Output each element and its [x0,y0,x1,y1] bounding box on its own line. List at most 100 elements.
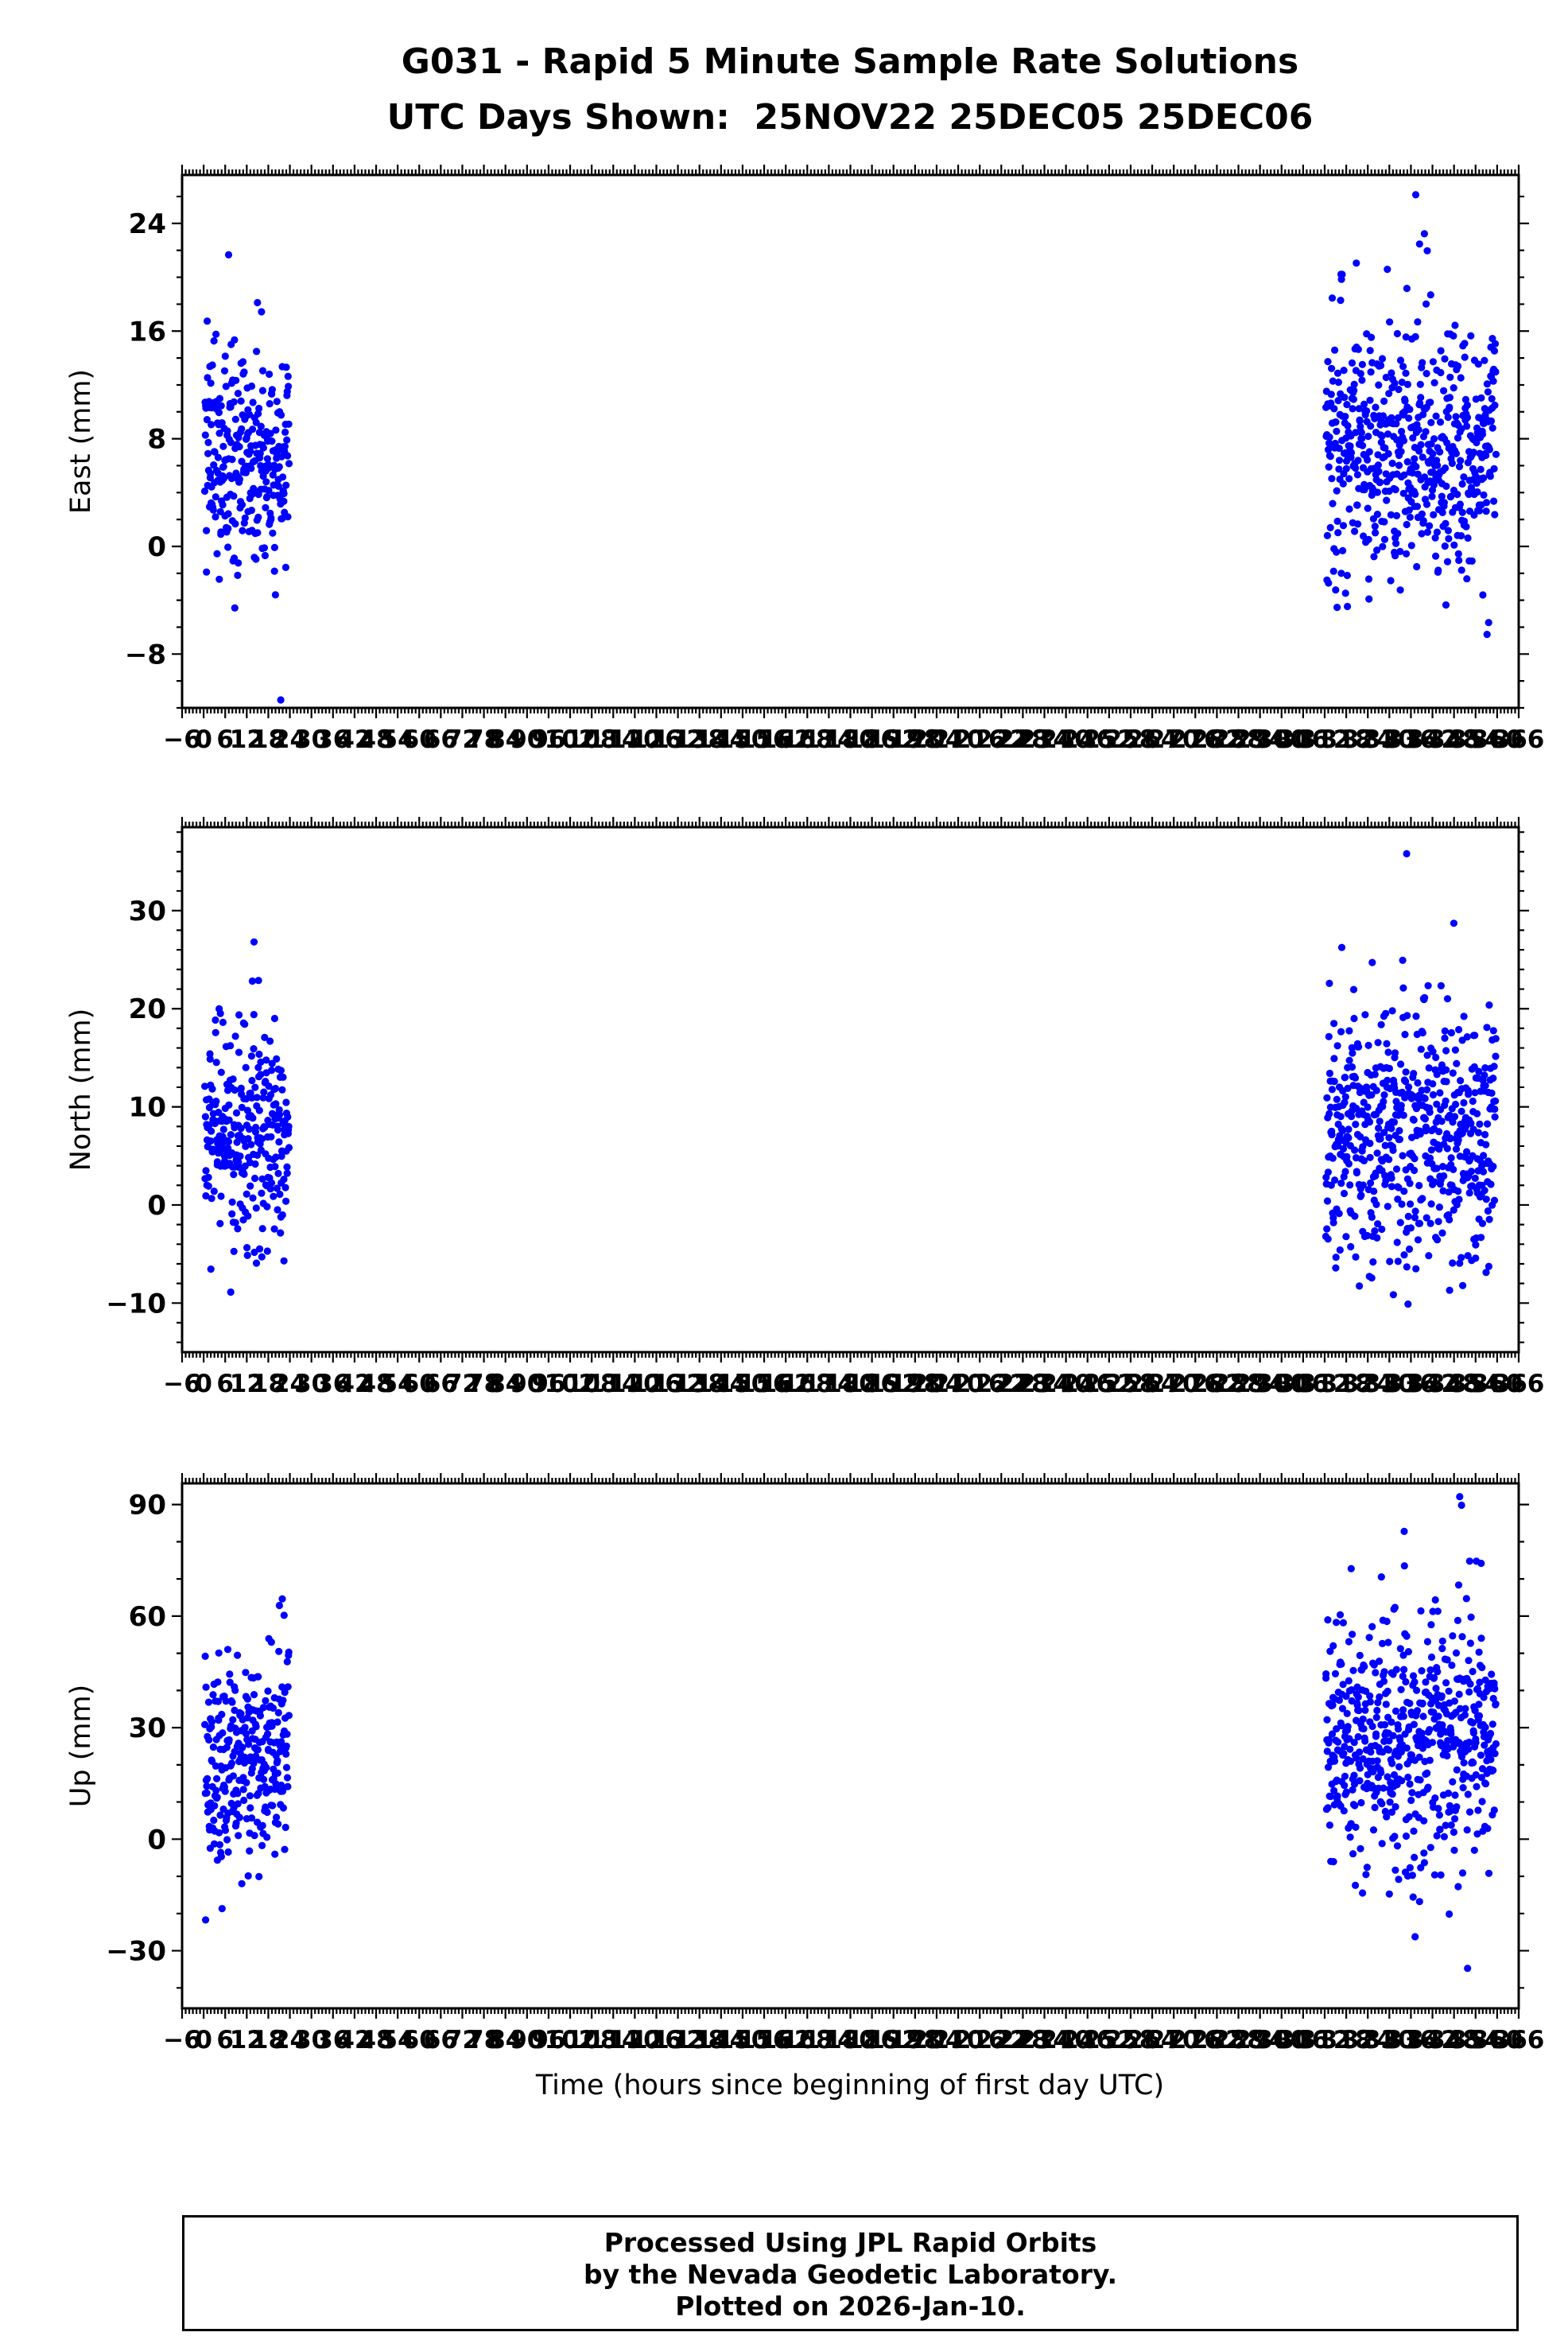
data-point [254,529,262,537]
data-point [279,1073,287,1081]
data-point [1363,1864,1371,1872]
data-point [1435,1203,1443,1211]
data-point [1432,412,1440,420]
data-point [1472,1771,1480,1779]
data-point [231,604,239,612]
data-point [1423,1051,1431,1059]
data-point [247,1814,256,1822]
data-point [1359,1755,1367,1763]
data-point [1335,457,1344,465]
data-point [217,1068,225,1076]
data-point [214,1697,222,1705]
x-tick-label: 54 [381,1370,415,1398]
data-point [1490,1679,1498,1687]
data-point [1417,441,1425,449]
data-point [1338,270,1346,278]
x-tick-label: 264 [1127,2026,1178,2054]
data-point [260,544,269,552]
data-point [1457,1107,1465,1115]
data-point [269,471,277,479]
x-tick-label: 354 [1450,1370,1501,1398]
data-point [271,1163,279,1171]
plot-frame [180,173,1520,709]
data-point [246,1847,254,1855]
data-point [1347,449,1356,457]
x-tick-label: 72 [445,2026,479,2054]
data-point [210,1840,219,1848]
data-point [1492,1035,1500,1043]
data-point [1336,1611,1345,1619]
data-point [1434,461,1442,469]
data-point [1431,1794,1439,1802]
y-tick-label: −30 [106,1936,166,1968]
data-point [1372,1086,1380,1094]
x-tick-label: 288 [1213,2026,1264,2054]
data-point [1345,1735,1353,1743]
data-point [268,1722,276,1730]
data-point [224,1848,232,1856]
data-point [230,492,238,500]
x-tick-label: 96 [531,725,565,754]
data-point [265,464,273,472]
data-point [1426,1108,1434,1116]
data-point [1470,1063,1478,1071]
x-tick-label: 354 [1450,2026,1501,2054]
x-tick-label: 204 [911,725,963,754]
data-point [274,1718,281,1726]
data-point [224,251,233,258]
data-point [1373,488,1381,496]
data-point [1392,1666,1400,1673]
data-point [262,1056,270,1064]
data-point [1324,1235,1332,1243]
chart-title: G031 - Rapid 5 Minute Sample Rate Soluti… [401,41,1299,82]
data-point [216,1219,224,1227]
data-point [1398,427,1406,436]
data-point [1444,527,1452,534]
data-point [282,481,290,489]
data-point [1482,1269,1490,1277]
data-point [1404,1648,1412,1656]
data-point [244,1135,252,1143]
data-point [1389,1291,1397,1299]
data-point [1370,553,1378,561]
data-point [1365,448,1373,456]
data-point [1421,1115,1429,1123]
data-point [1401,397,1409,405]
data-point [1377,1769,1385,1777]
x-tick-label: 126 [631,725,682,754]
data-point [1373,1706,1381,1715]
data-point [1432,1053,1440,1062]
data-point [1370,1661,1378,1669]
x-tick-label: 342 [1407,2026,1458,2054]
data-point [240,1796,248,1805]
data-point [254,1151,262,1159]
data-point [1325,1069,1333,1078]
x-tick-label: 126 [631,2026,682,2054]
data-point [1457,1501,1465,1510]
data-point [281,428,289,437]
data-point [1414,470,1422,478]
data-point [1428,1739,1437,1747]
data-point [1325,579,1333,587]
x-tick-label: 150 [717,1370,769,1398]
data-point [1325,979,1333,987]
data-point [1446,1215,1454,1224]
data-point [215,409,223,417]
data-point [235,1048,243,1056]
data-point [237,1125,245,1133]
x-tick-label: 6 [216,725,234,754]
data-point [1425,1252,1433,1260]
data-point [1343,1153,1351,1160]
data-point [1422,1123,1430,1131]
data-point [1328,1730,1337,1738]
x-tick-label: 66 [424,1370,458,1398]
data-point [283,1774,292,1782]
x-tick-label: 180 [825,725,876,754]
data-point [1430,1871,1438,1879]
data-point [207,379,215,387]
data-point [1356,1282,1364,1290]
data-point [1337,1722,1345,1730]
data-point [277,696,285,704]
x-tick-label: 144 [695,1370,747,1398]
